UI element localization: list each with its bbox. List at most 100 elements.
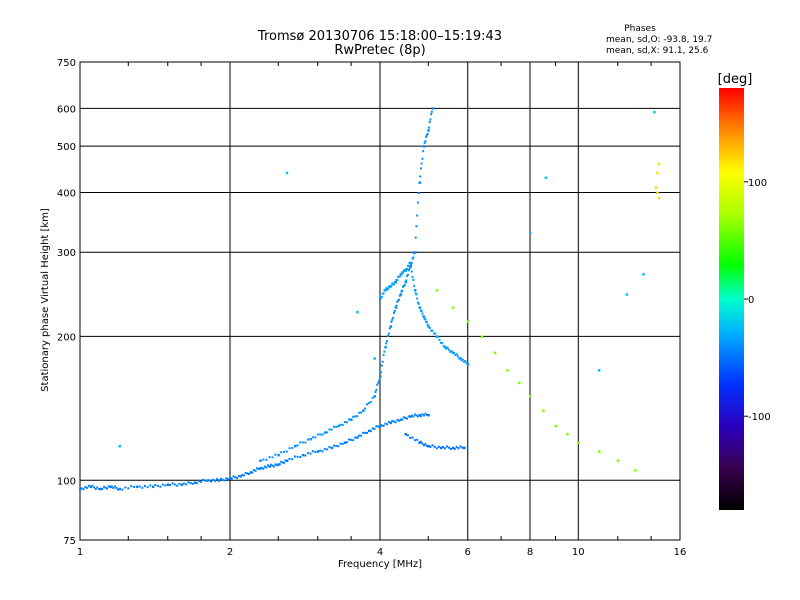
data-point	[266, 464, 269, 467]
data-point	[96, 486, 99, 489]
data-point	[412, 278, 415, 281]
data-point	[154, 484, 157, 487]
data-point	[274, 453, 277, 456]
data-point	[451, 306, 455, 309]
data-point	[431, 444, 434, 447]
data-point	[272, 465, 275, 468]
data-point	[412, 415, 415, 418]
data-point	[319, 449, 322, 452]
data-point	[293, 455, 296, 458]
data-point	[189, 482, 192, 485]
data-point	[413, 439, 416, 442]
data-point	[422, 444, 425, 447]
data-point	[529, 231, 532, 234]
data-point	[348, 438, 351, 441]
data-point	[421, 312, 424, 315]
data-point	[132, 485, 135, 488]
data-point	[130, 485, 133, 488]
data-point	[410, 270, 413, 273]
data-point	[441, 446, 444, 449]
data-point	[284, 459, 287, 462]
y-tick-label: 400	[57, 188, 76, 199]
data-point	[371, 396, 374, 399]
data-point	[143, 485, 146, 488]
data-point	[373, 395, 377, 398]
data-point	[156, 484, 159, 487]
data-point	[455, 446, 458, 449]
data-point	[135, 485, 139, 489]
data-point	[285, 450, 288, 453]
data-point	[480, 335, 484, 338]
data-point	[107, 485, 110, 488]
data-point	[249, 471, 253, 474]
data-point	[217, 479, 221, 482]
data-point	[252, 469, 255, 472]
data-point	[414, 292, 417, 295]
data-point	[104, 486, 107, 489]
data-point	[291, 458, 294, 461]
data-point	[435, 335, 439, 338]
data-point	[616, 459, 620, 462]
data-point	[425, 320, 428, 323]
data-point	[337, 424, 340, 428]
data-point	[241, 473, 244, 476]
data-point	[435, 447, 438, 450]
data-point	[401, 289, 404, 292]
data-point	[215, 478, 218, 481]
data-point	[268, 465, 271, 468]
x-axis-label: Frequency [MHz]	[338, 559, 422, 570]
chart-title: Tromsø 20130706 15:18:00–15:19:43	[257, 29, 502, 44]
y-axis-label: Stationary phase Virtual Height [km]	[40, 208, 51, 392]
data-point	[392, 420, 395, 423]
data-point	[410, 414, 413, 417]
data-point	[420, 162, 423, 165]
data-point	[437, 445, 440, 448]
data-point	[237, 474, 240, 477]
data-point	[419, 440, 422, 443]
data-point	[434, 332, 437, 335]
colorbar: [deg] 100 0 -100	[718, 72, 771, 510]
data-point	[577, 441, 580, 444]
data-point	[386, 340, 389, 343]
x-tick-label: 6	[465, 547, 471, 558]
data-point	[306, 452, 309, 455]
data-point	[419, 175, 422, 178]
data-point	[384, 289, 387, 292]
data-point	[271, 456, 274, 459]
data-point	[383, 350, 386, 353]
data-point	[412, 256, 415, 259]
data-point	[406, 434, 409, 437]
data-point	[411, 436, 414, 439]
data-point	[399, 418, 403, 422]
data-point	[352, 415, 355, 418]
data-point	[411, 257, 414, 260]
data-point	[634, 469, 637, 472]
data-point	[364, 431, 367, 434]
data-point	[166, 483, 170, 486]
data-point	[506, 369, 509, 372]
data-point	[285, 171, 289, 175]
data-point	[653, 110, 656, 114]
data-point	[91, 484, 94, 487]
data-point	[367, 402, 370, 405]
data-point	[554, 424, 557, 428]
data-point	[409, 261, 412, 265]
data-point	[102, 485, 105, 488]
data-point	[465, 362, 468, 365]
data-point	[275, 464, 278, 467]
data-point	[316, 450, 320, 453]
data-point	[438, 338, 441, 341]
data-point	[386, 423, 389, 426]
data-point	[326, 431, 329, 434]
data-point	[566, 432, 569, 436]
data-point	[236, 477, 239, 480]
data-point	[316, 433, 319, 436]
data-point	[387, 332, 390, 335]
data-point	[369, 430, 372, 433]
data-point	[180, 483, 184, 486]
data-point	[463, 360, 466, 363]
data-point	[339, 423, 342, 426]
data-point	[377, 381, 380, 384]
data-point	[304, 454, 307, 457]
data-point	[410, 264, 413, 267]
